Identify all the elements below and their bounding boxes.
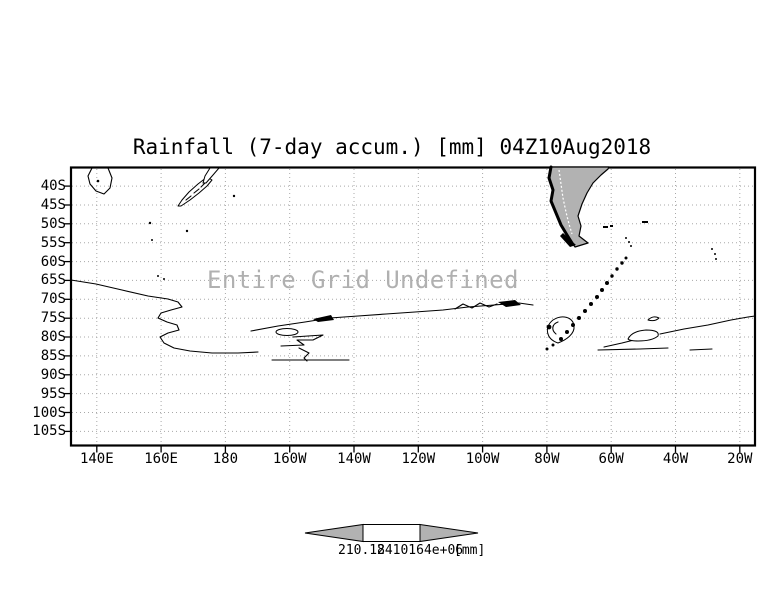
y-tick-label: 50S [40, 215, 66, 232]
x-tick-label: 140E [79, 451, 114, 467]
y-tick-label: 90S [40, 366, 66, 383]
y-tick-label: 80S [40, 329, 66, 345]
x-tick-label: 180 [212, 451, 239, 467]
x-tick-label: 40W [662, 451, 689, 467]
x-tick-label: 20W [727, 451, 753, 467]
y-tick-label: 85S [40, 347, 66, 364]
x-tick-label: 160E [144, 451, 178, 467]
plot-title: Rainfall (7-day accum.) [mm] 04Z10Aug201… [132, 135, 652, 159]
peninsula-island-chain [545, 256, 628, 351]
colorbar-left-arrow [304, 523, 364, 543]
y-tick-label: 55S [40, 234, 66, 251]
colorbar-right-arrow [419, 523, 479, 543]
x-tick-label: 120W [401, 451, 436, 467]
x-tick-label: 160W [272, 451, 307, 467]
y-tick-label: 75S [40, 310, 66, 327]
undefined-grid-message: Entire Grid Undefined [207, 266, 519, 294]
y-tick-label: 105S [32, 423, 66, 440]
colorbar-label-left: 210.18 [338, 543, 385, 558]
grid-lines [72, 169, 754, 445]
coastlines [70, 165, 756, 362]
y-tick-label: 95S [40, 385, 66, 402]
y-tick-label: 100S [32, 404, 66, 421]
x-tick-label: 100W [465, 451, 500, 467]
colorbar [304, 523, 479, 543]
y-tick-label: 40S [40, 178, 66, 195]
y-tick-label: 60S [40, 253, 66, 270]
y-tick-label: 65S [40, 272, 66, 289]
colorbar-middle-cell [362, 524, 421, 542]
y-tick-label: 70S [40, 291, 66, 308]
small-islands [148, 194, 717, 280]
y-tick-label: 45S [40, 197, 66, 213]
x-tick-label: 60W [598, 451, 624, 467]
colorbar-units: [mm] [454, 543, 486, 558]
axis-ticks [64, 185, 741, 453]
x-tick-label: 140W [337, 451, 371, 467]
colorbar-label-right: 2410164e+06 [377, 543, 464, 558]
x-tick-label: 80W [534, 451, 560, 467]
map-border [69, 166, 757, 447]
